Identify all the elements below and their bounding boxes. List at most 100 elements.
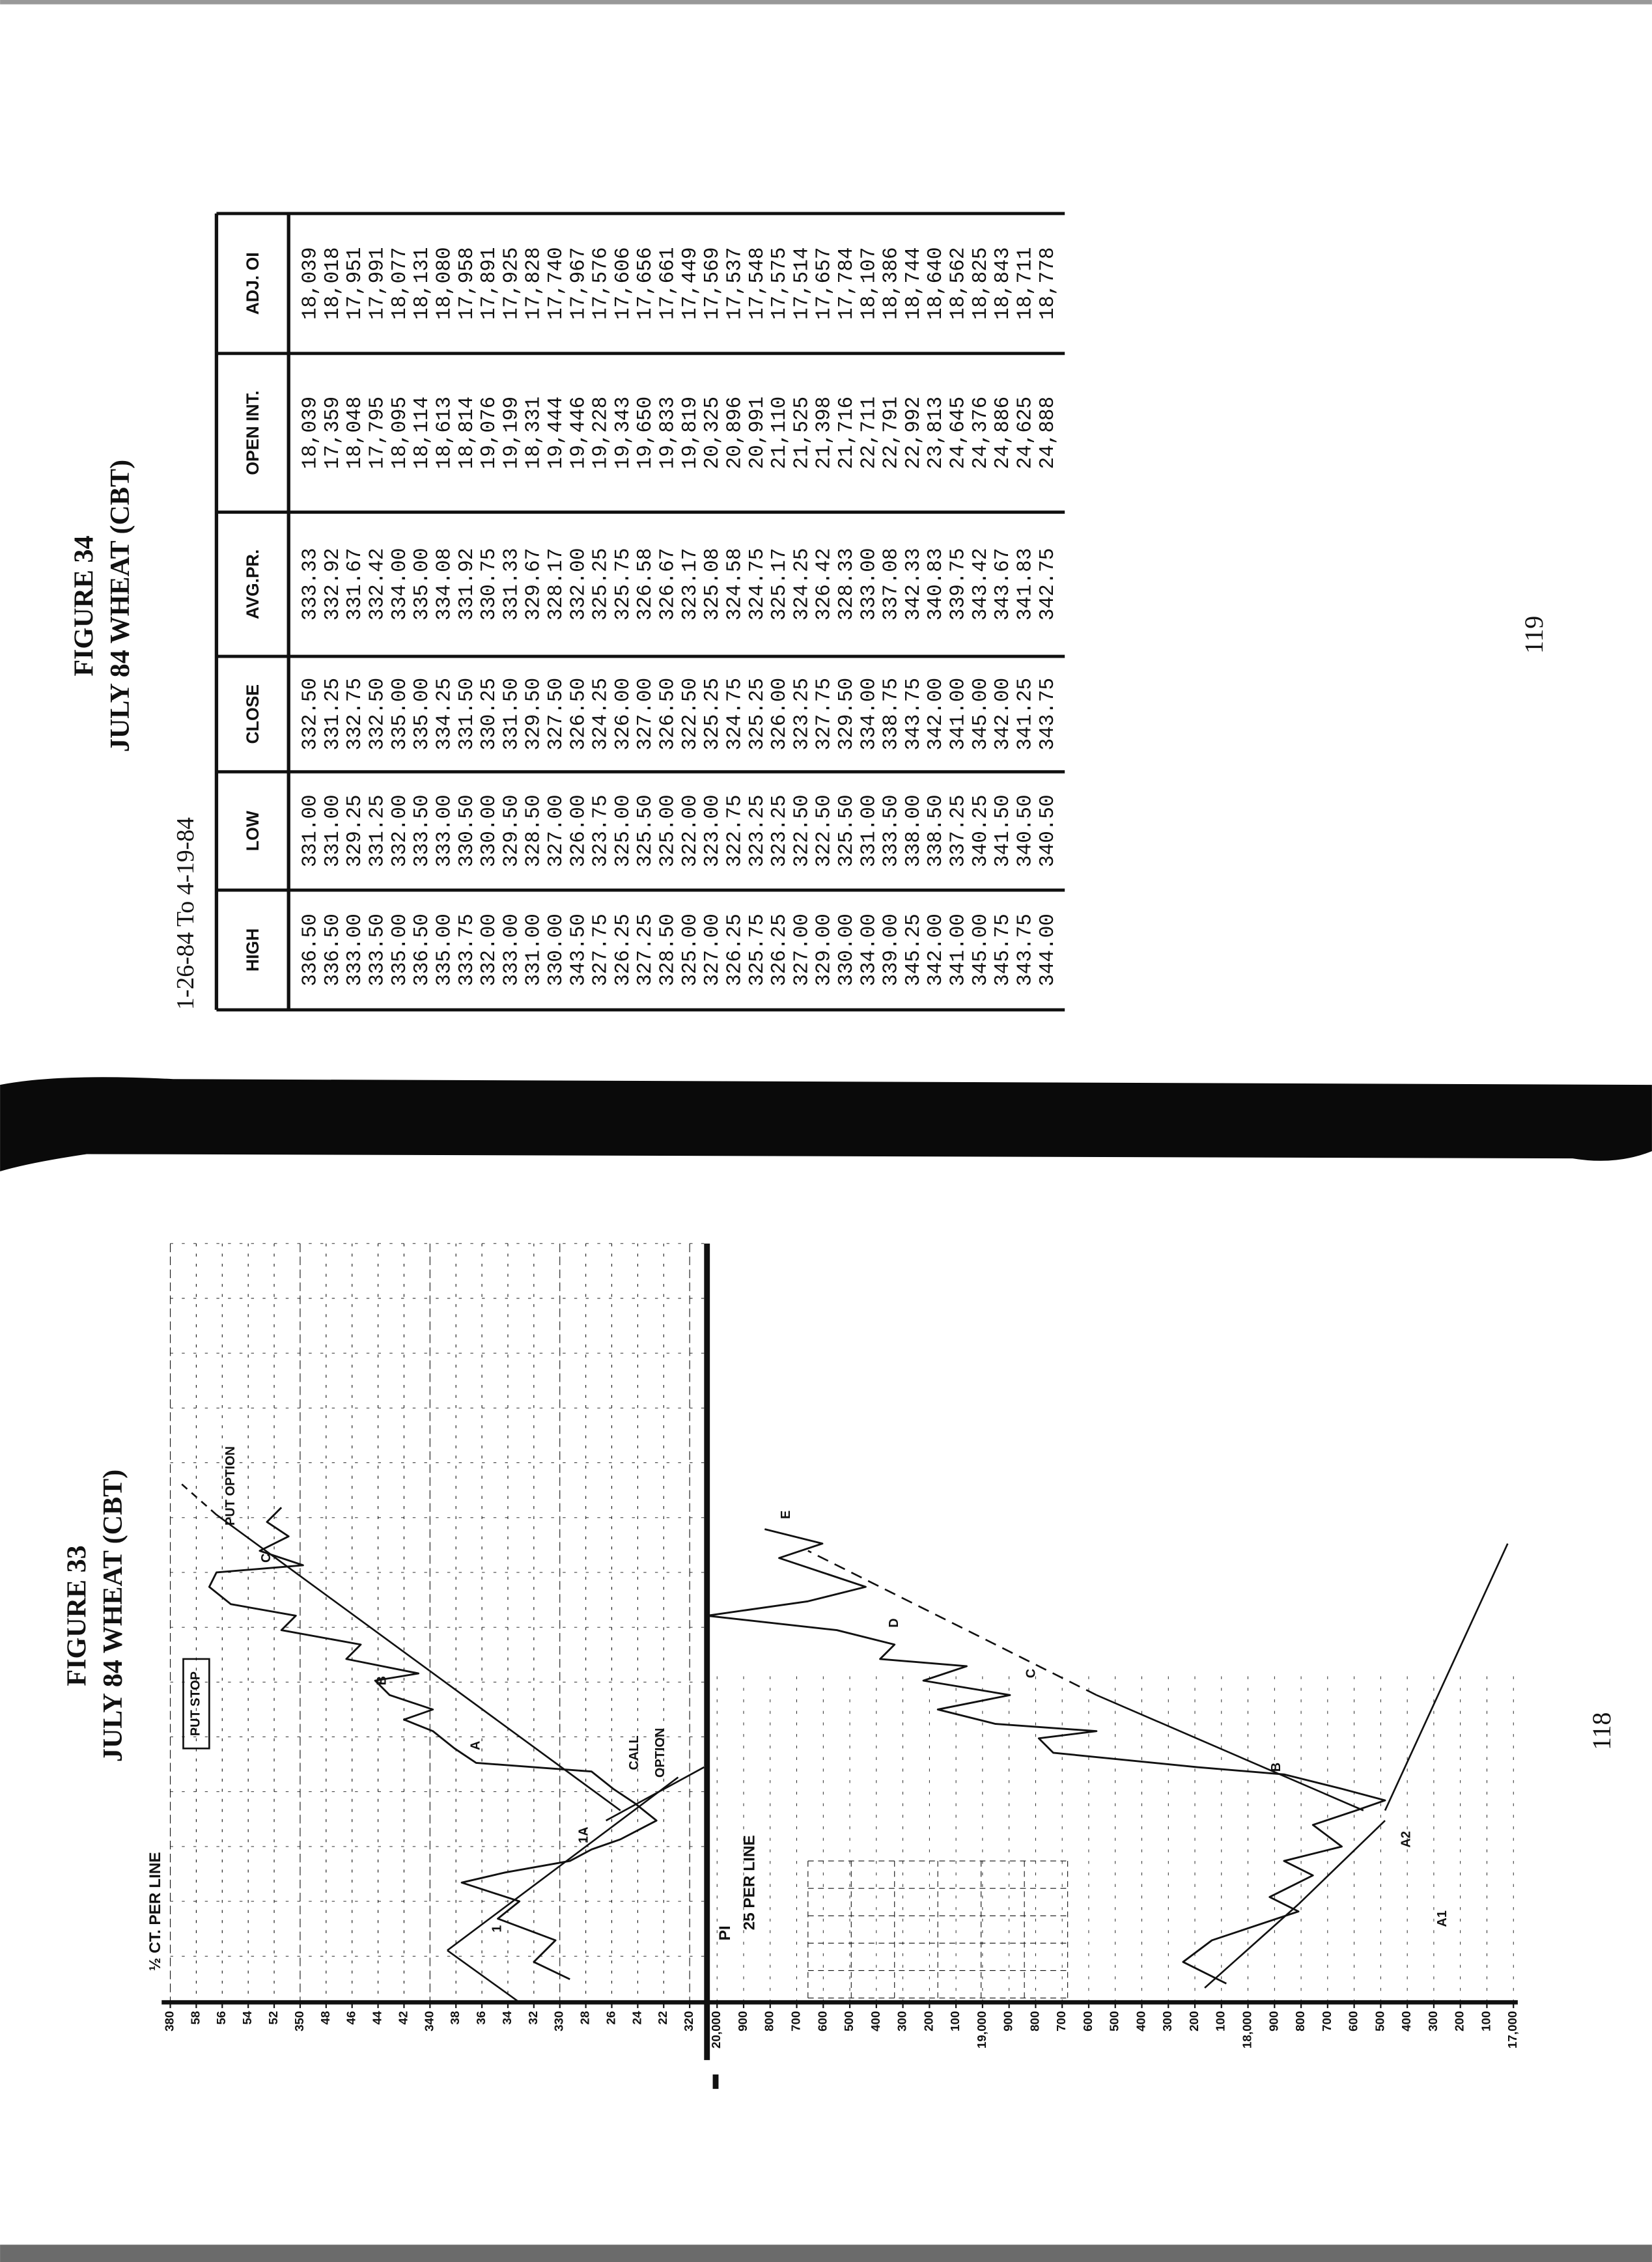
table-cell: 325.75 [746,914,769,986]
chart-annotation: OPTION [653,1728,667,1778]
column-header: HIGH [243,929,262,971]
table-cell: 341.00 [947,678,970,751]
table-cell: 332.92 [322,548,344,621]
chart-annotation: C [1024,1669,1038,1678]
table-cell: 18,562 [947,247,970,320]
table-cell: 326.25 [612,914,635,986]
table-cell: 323.00 [701,794,724,867]
price-axis-label: 26 [604,2011,617,2024]
oi-label: PI [716,1925,734,1940]
oi-axis-label: 400 [1134,2011,1147,2031]
table-cell: 333.50 [367,914,389,986]
trend-line [447,1776,679,1951]
table-cell: 330.75 [478,548,501,621]
table-cell: 335.00 [433,914,456,986]
table-cell: 337.25 [947,794,970,867]
table-cell: 322.75 [723,794,746,867]
table-cell: 24,625 [1014,397,1037,469]
table-cell: 343.50 [567,914,590,986]
table-cell: 325.17 [768,548,791,621]
price-axis-label: 56 [214,2011,228,2024]
table-cell: 17,514 [791,247,813,320]
table-cell: 338.75 [880,678,903,751]
table-cell: 330.50 [456,794,479,867]
table-cell: 331.67 [344,548,367,621]
table-cell: 18,744 [903,247,925,320]
table-cell: 343.75 [903,678,925,751]
price-axis-label: 36 [474,2011,488,2024]
table-cell: 18,843 [992,247,1015,320]
trend-line [1204,1903,1299,1989]
table-cell: 331.25 [322,678,344,751]
table-cell: 333.00 [500,914,523,986]
table-cell: 329.25 [344,794,367,867]
table-cell: 324.75 [746,548,769,621]
chart-annotation: A [468,1741,483,1750]
table-cell: 335.00 [411,678,434,751]
table-cell: 24,376 [970,397,992,469]
table-cell: 331.00 [523,914,546,986]
table-cell: 332.00 [567,548,590,621]
table-cell: 324.25 [590,678,613,751]
table-cell: 323.25 [791,678,813,751]
oi-axis-label: 800 [1293,2011,1307,2031]
table-cell: 21,110 [768,397,791,469]
open-interest-line [706,1528,1386,1985]
price-axis-label: 24 [630,2011,643,2024]
table-cell: 18,778 [1037,247,1059,320]
oi-axis-label: 600 [1081,2011,1095,2031]
table-cell: 341.83 [1014,548,1037,621]
oi-axis-label: 600 [1347,2011,1360,2031]
price-axis-label: 48 [318,2011,332,2024]
table-cell: 326.00 [567,794,590,867]
price-axis-label: 28 [578,2011,592,2024]
table-cell: 331.50 [500,678,523,751]
table-cell: 18,048 [344,397,367,469]
table-cell: 327.50 [545,678,568,751]
table-cell: 333.00 [858,548,880,621]
oi-axis-label: 17,000 [1505,2011,1519,2048]
scale-note: 25 PER LINE [741,1835,759,1930]
table-cell: 17,576 [590,247,613,320]
table-cell: 17,569 [701,247,724,320]
table-cell: 325.00 [612,794,635,867]
table-cell: 17,951 [344,247,367,320]
chart-annotation: PUT STOP [189,1671,203,1736]
chart-annotation: 1A [577,1826,591,1843]
table-cell: 325.50 [634,794,657,867]
table-cell: 18,711 [1014,247,1037,320]
price-axis-label: 320 [682,2011,695,2031]
table-cell: 18,077 [389,247,412,320]
trend-line [807,1550,1097,1696]
table-cell: 327.25 [634,914,657,986]
table-cell: 20,325 [701,397,724,469]
oi-axis-label: 600 [815,2011,829,2031]
table-cell: 327.75 [813,678,836,751]
figure-subtitle: JULY 84 WHEAT (CBT) [98,1470,128,1762]
table-cell: 18,114 [411,397,434,469]
table-cell: 334.00 [858,914,880,986]
oi-axis-label: 200 [1187,2011,1201,2031]
table-cell: 326.42 [813,548,836,621]
oi-axis-label: 200 [1453,2011,1466,2031]
scan-edge [0,0,1652,5]
trend-line [605,1766,705,1822]
date-range: 1-26-84 To 4-19-84 [172,817,199,1010]
oi-axis-label: 500 [1373,2011,1386,2031]
oi-axis-label: 400 [869,2011,882,2031]
oi-axis-label: 18,000 [1240,2011,1254,2048]
table-cell: 333.00 [344,914,367,986]
table-cell: 17,537 [723,247,746,320]
figure-subtitle: JULY 84 WHEAT (CBT) [105,460,135,752]
oi-axis-label: 900 [1001,2011,1015,2031]
table-cell: 339.75 [947,548,970,621]
table-cell: 19,650 [634,397,657,469]
table-cell: 340.50 [1037,794,1059,867]
trend-line [1096,1694,1364,1811]
table-cell: 18,131 [411,247,434,320]
table-cell: 331.92 [456,548,479,621]
chart-annotation: B [1269,1763,1283,1772]
table-cell: 343.75 [1014,914,1037,986]
table-cell: 24,886 [992,397,1015,469]
table-cell: 326.00 [612,678,635,751]
